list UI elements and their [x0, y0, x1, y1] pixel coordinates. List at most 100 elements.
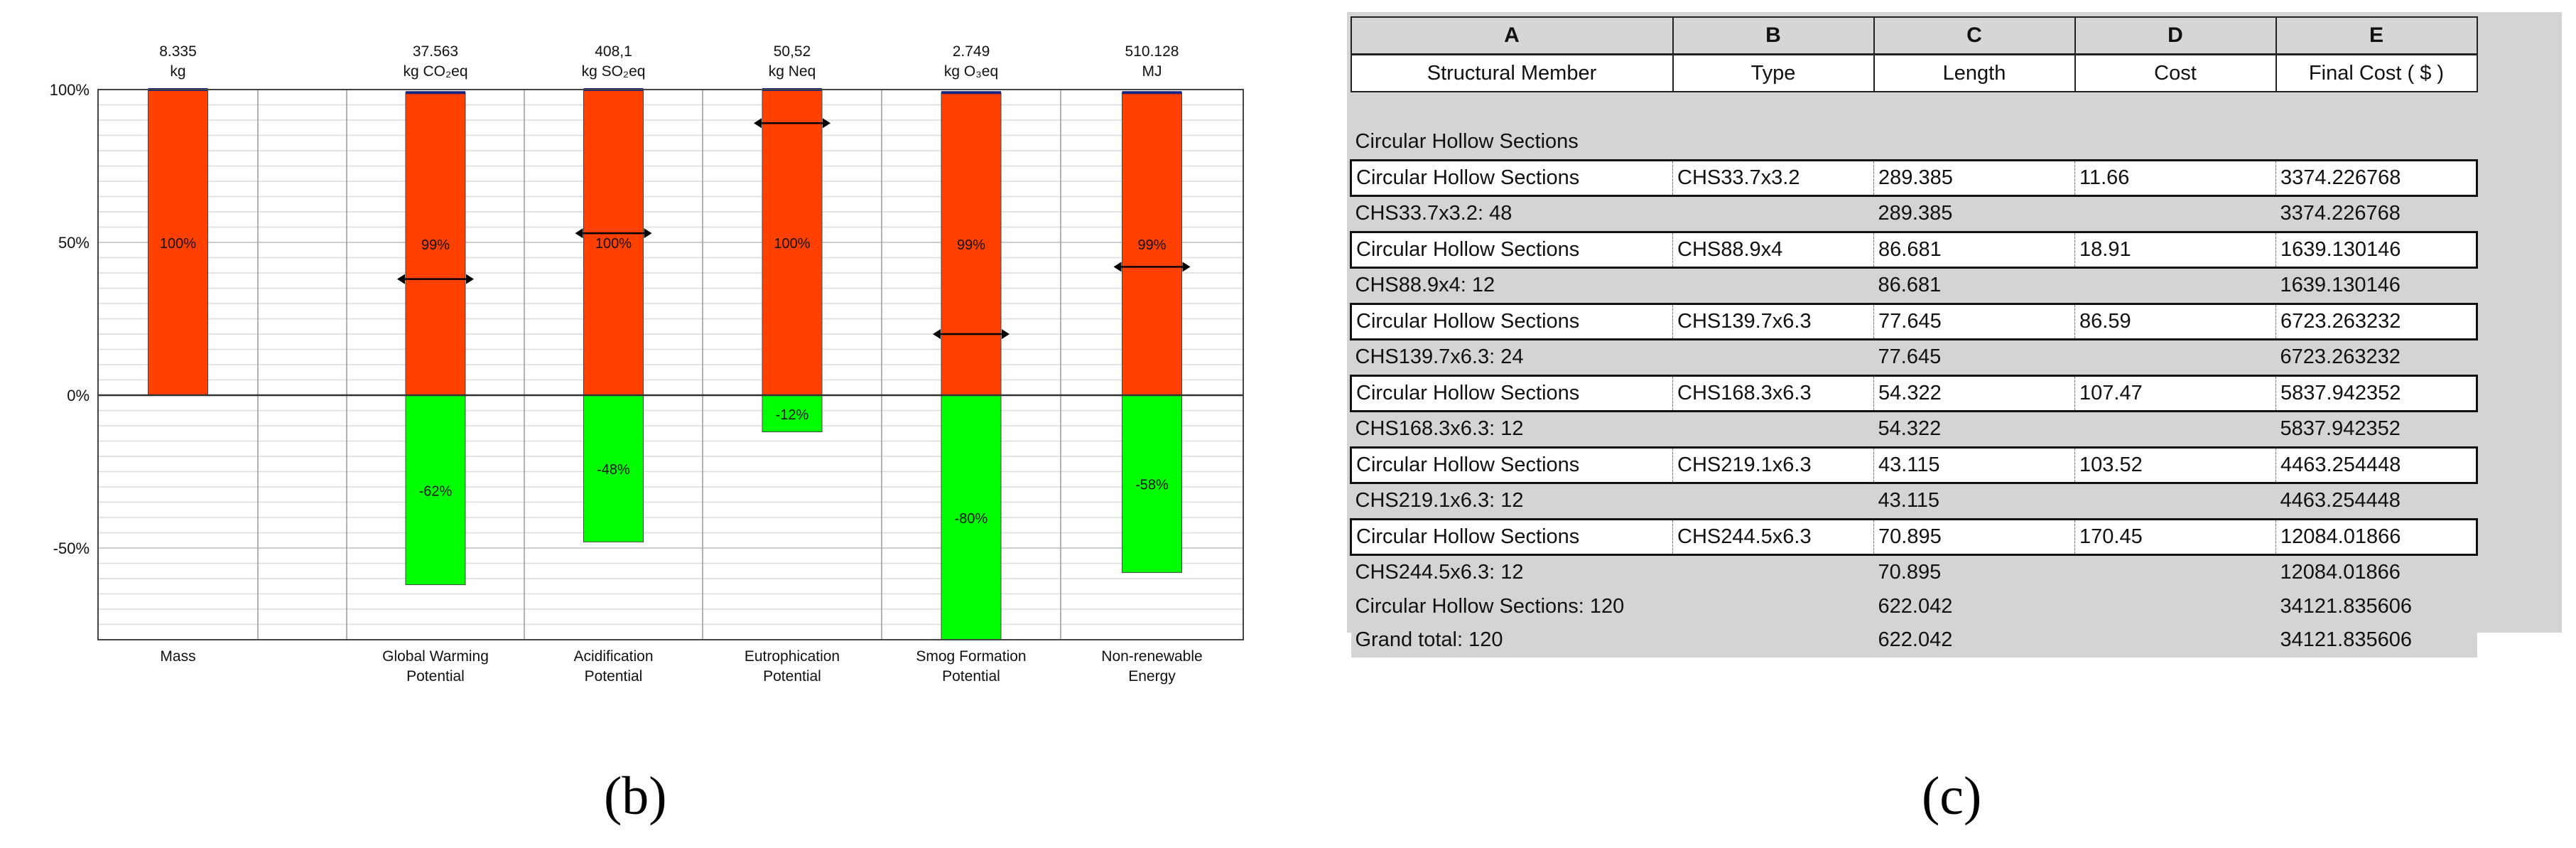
table-cell[interactable] [1873, 125, 2075, 160]
table-cell[interactable]: 12084.01866 [2275, 554, 2477, 590]
table-cell[interactable]: CHS168.3x6.3: 12 [1351, 411, 1673, 447]
table-cell[interactable] [1672, 125, 1874, 160]
table-cell[interactable] [2074, 411, 2276, 447]
x-category-label: Eutrophication [745, 648, 840, 665]
table-cell[interactable]: CHS88.9x4 [1672, 230, 1874, 269]
column-letter[interactable]: A [1350, 16, 1674, 55]
table-cell[interactable]: 3374.226768 [2275, 195, 2477, 232]
table-cell[interactable]: 289.385 [1873, 159, 2075, 197]
table-cell[interactable]: 622.042 [1873, 623, 2075, 658]
table-cell[interactable]: 4463.254448 [2275, 483, 2477, 519]
column-letter[interactable]: D [2074, 16, 2277, 55]
table-cell[interactable] [2074, 589, 2276, 623]
table-cell[interactable]: 12084.01866 [2275, 517, 2478, 556]
table-cell[interactable]: 86.681 [1873, 267, 2075, 304]
table-cell[interactable]: CHS139.7x6.3 [1672, 302, 1874, 340]
table-cell[interactable] [2074, 267, 2276, 304]
table-cell[interactable]: Circular Hollow Sections [1350, 446, 1673, 484]
table-cell[interactable] [1672, 195, 1874, 232]
table-cell[interactable]: 54.322 [1873, 411, 2075, 447]
table-cell[interactable] [2074, 339, 2276, 375]
net-marker-left-arrow [933, 329, 941, 339]
category-total-value: 408,1 [595, 43, 632, 60]
column-letter[interactable]: E [2275, 16, 2478, 55]
table-cell[interactable]: CHS33.7x3.2 [1672, 159, 1874, 197]
column-letter[interactable]: C [1873, 16, 2076, 55]
table-cell[interactable]: 1639.130146 [2275, 230, 2478, 269]
table-cell[interactable]: 622.042 [1873, 589, 2075, 623]
table-row-summary: CHS139.7x6.3: 24 77.645 6723.263232 [1351, 339, 2477, 375]
column-letter[interactable]: B [1672, 16, 1875, 55]
table-cell[interactable]: 18.91 [2074, 230, 2276, 269]
table-cell[interactable]: Grand total: 120 [1351, 623, 1673, 658]
x-category-label: Acidification [573, 648, 653, 665]
bar-positive [148, 89, 208, 396]
table-cell[interactable] [1672, 554, 1874, 590]
table-cell[interactable]: CHS168.3x6.3 [1672, 374, 1874, 412]
table-cell[interactable]: 34121.835606 [2275, 623, 2477, 658]
table-cell[interactable]: Circular Hollow Sections [1350, 230, 1673, 269]
table-cell[interactable]: 5837.942352 [2275, 374, 2478, 412]
table-cell[interactable]: 43.115 [1873, 483, 2075, 519]
table-cell[interactable]: CHS139.7x6.3: 24 [1351, 339, 1673, 375]
table-cell[interactable]: CHS219.1x6.3: 12 [1351, 483, 1673, 519]
table-cell[interactable]: Circular Hollow Sections [1350, 374, 1673, 412]
table-cell[interactable] [2074, 623, 2276, 658]
table-cell[interactable]: CHS219.1x6.3 [1672, 446, 1874, 484]
table-cell[interactable]: 86.59 [2074, 302, 2276, 340]
table-cell[interactable]: 4463.254448 [2275, 446, 2478, 484]
table-cell[interactable]: Circular Hollow Sections: 120 [1351, 589, 1673, 623]
table-cell[interactable]: 5837.942352 [2275, 411, 2477, 447]
x-category-label: Potential [763, 668, 821, 685]
table-cell[interactable] [1672, 589, 1874, 623]
table-cell[interactable] [1672, 623, 1874, 658]
table-cell[interactable] [2074, 125, 2276, 160]
table-cell[interactable]: 103.52 [2074, 446, 2276, 484]
table-cell[interactable]: 34121.835606 [2275, 589, 2477, 623]
table-cell[interactable] [1672, 411, 1874, 447]
table-cell[interactable] [2074, 554, 2276, 590]
column-title[interactable]: Cost [2074, 53, 2277, 92]
table-cell[interactable]: 43.115 [1873, 446, 2075, 484]
net-marker-right-arrow [466, 274, 474, 284]
table-cell[interactable]: 1639.130146 [2275, 267, 2477, 304]
table-cell[interactable] [2275, 125, 2477, 160]
table-cell[interactable]: Circular Hollow Sections [1350, 517, 1673, 556]
table-cell[interactable]: Circular Hollow Sections [1350, 302, 1673, 340]
x-category-label: Potential [942, 668, 1000, 685]
table-cell[interactable]: 11.66 [2074, 159, 2276, 197]
table-cell[interactable]: Circular Hollow Sections [1350, 159, 1673, 197]
category-total-value: 510.128 [1125, 43, 1179, 60]
table-cell[interactable] [2074, 195, 2276, 232]
table-cell[interactable]: Circular Hollow Sections [1351, 125, 1673, 160]
column-title[interactable]: Type [1672, 53, 1875, 92]
table-cell[interactable]: 77.645 [1873, 302, 2075, 340]
table-cell[interactable]: 77.645 [1873, 339, 2075, 375]
table-cell[interactable] [1672, 339, 1874, 375]
table-cell[interactable] [2074, 483, 2276, 519]
table-cell[interactable]: CHS88.9x4: 12 [1351, 267, 1673, 304]
table-row-summary: CHS168.3x6.3: 12 54.322 5837.942352 [1351, 411, 2477, 447]
table-cell[interactable] [1672, 483, 1874, 519]
column-title[interactable]: Final Cost ( $ ) [2275, 53, 2478, 92]
table-cell[interactable]: CHS244.5x6.3 [1672, 517, 1874, 556]
column-title[interactable]: Structural Member [1350, 53, 1674, 92]
table-cell[interactable]: CHS33.7x3.2: 48 [1351, 195, 1673, 232]
table-cell[interactable] [1672, 267, 1874, 304]
spacer-cell [1351, 92, 2477, 125]
table-row-summary: CHS244.5x6.3: 12 70.895 12084.01866 [1351, 554, 2477, 590]
table-cell[interactable]: 6723.263232 [2275, 339, 2477, 375]
table-cell[interactable]: 86.681 [1873, 230, 2075, 269]
y-tick-label: 0% [67, 387, 90, 404]
table-cell[interactable]: CHS244.5x6.3: 12 [1351, 554, 1673, 590]
table-cell[interactable]: 70.895 [1873, 554, 2075, 590]
table-row-item: Circular Hollow Sections CHS244.5x6.3 70.8… [1350, 517, 2478, 556]
table-cell[interactable]: 6723.263232 [2275, 302, 2478, 340]
table-cell[interactable]: 54.322 [1873, 374, 2075, 412]
table-cell[interactable]: 70.895 [1873, 517, 2075, 556]
table-cell[interactable]: 170.45 [2074, 517, 2276, 556]
column-title[interactable]: Length [1873, 53, 2076, 92]
table-cell[interactable]: 3374.226768 [2275, 159, 2478, 197]
table-cell[interactable]: 107.47 [2074, 374, 2276, 412]
table-cell[interactable]: 289.385 [1873, 195, 2075, 232]
